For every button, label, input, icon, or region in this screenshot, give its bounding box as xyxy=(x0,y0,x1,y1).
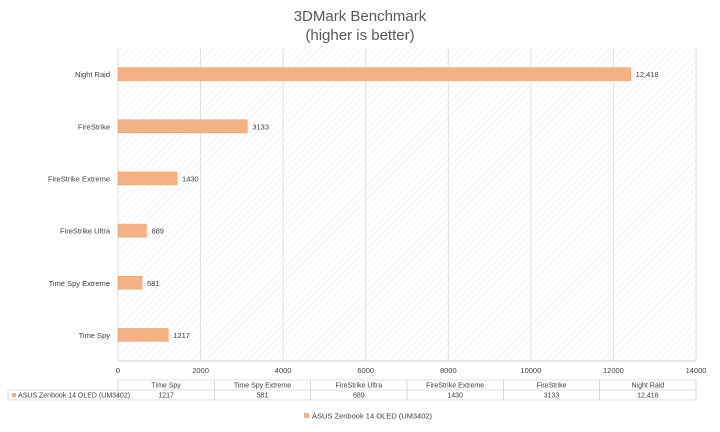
x-tick-label: 4000 xyxy=(275,366,292,375)
category-label: Night Raid xyxy=(75,70,110,79)
table-value-cell: 3133 xyxy=(544,393,560,400)
bar-value-label: 3133 xyxy=(252,122,269,131)
bar xyxy=(117,119,248,133)
table-value-cell: 581 xyxy=(257,393,269,400)
category-label: FireStrike xyxy=(78,122,110,131)
legend-swatch xyxy=(304,413,309,418)
x-tick-label: 2000 xyxy=(192,366,209,375)
data-table: Time Spy 1217 Time Spy Extreme 581 FireStrik… xyxy=(7,379,697,401)
category-axis: Time Spy Time Spy Extreme FireStrike Ultra… xyxy=(48,70,111,340)
bar xyxy=(117,276,143,290)
plot-background xyxy=(118,48,696,361)
category-label: FireStrike Extreme xyxy=(48,174,110,183)
x-tick-label: 10000 xyxy=(520,366,541,375)
legend: ASUS Zenbook 14 OLED (UM3402) xyxy=(304,412,433,421)
x-tick-label: 12000 xyxy=(603,366,624,375)
legend-label: ASUS Zenbook 14 OLED (UM3402) xyxy=(312,412,433,421)
bar xyxy=(117,223,147,238)
bar xyxy=(117,171,178,186)
bar xyxy=(117,67,631,81)
bar-value-label: 1217 xyxy=(173,331,190,340)
category-label: Time Spy Extreme xyxy=(49,279,110,288)
x-tick-label: 6000 xyxy=(357,366,374,375)
table-value-cell: 12,418 xyxy=(637,393,659,400)
x-tick-label: 14000 xyxy=(686,366,707,375)
x-tick-label: 0 xyxy=(116,366,120,375)
bar-value-label: 581 xyxy=(147,279,160,288)
gridlines xyxy=(117,48,697,362)
value-axis: 0 2000 4000 6000 8000 10000 12000 14000 xyxy=(116,366,707,375)
table-value-cell: 1430 xyxy=(447,393,463,400)
chart-title: 3DMark Benchmark xyxy=(294,8,427,25)
table-series-swatch xyxy=(12,393,16,397)
category-label: Time Spy xyxy=(79,331,111,340)
table-header-cell: FireStrike Extreme xyxy=(426,383,484,390)
bar-series: 1217 581 689 1430 3133 12,418 xyxy=(117,67,659,342)
table-header-cell: Night Raid xyxy=(631,383,664,390)
bar-value-label: 689 xyxy=(151,227,164,236)
table-header-cell: Time Spy Extreme xyxy=(234,383,291,390)
x-tick-label: 8000 xyxy=(440,366,457,375)
bar xyxy=(117,328,169,342)
table-series-label: ASUS Zenbook 14 OLED (UM3402) xyxy=(18,393,130,400)
table-value-cell: 689 xyxy=(353,393,365,400)
category-label: FireStrike Ultra xyxy=(60,227,111,236)
bar-value-label: 1430 xyxy=(182,174,199,183)
plot-area xyxy=(118,48,696,361)
bar-value-label: 12,418 xyxy=(636,70,659,79)
table-header-cell: FireStrike xyxy=(537,383,567,390)
table-header-cell: FireStrike Ultra xyxy=(335,383,382,390)
table-header-cell: Time Spy xyxy=(152,383,182,390)
chart-subtitle: (higher is better) xyxy=(305,27,414,44)
table-value-cell: 1217 xyxy=(158,393,174,400)
